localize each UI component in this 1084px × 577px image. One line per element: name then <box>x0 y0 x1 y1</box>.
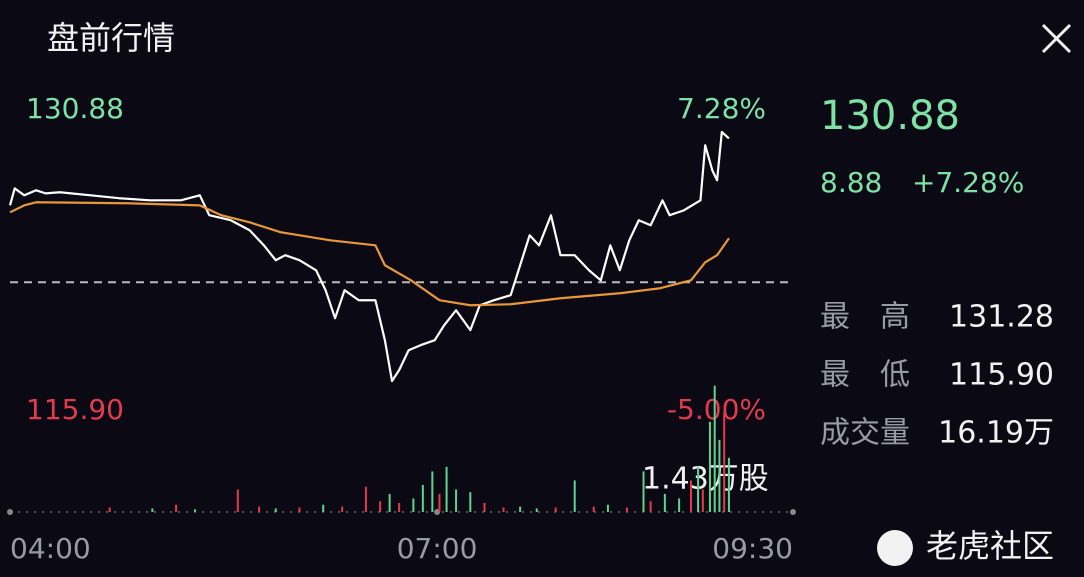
volume-bar <box>274 508 277 512</box>
x-tick <box>7 509 13 515</box>
stat-value: 115.90 <box>949 358 1054 393</box>
volume-bar <box>298 507 301 512</box>
volume-bar <box>388 493 391 512</box>
volume-bar <box>723 412 726 512</box>
volume-bar <box>649 501 652 512</box>
volume-bar <box>236 489 239 512</box>
volume-bar <box>592 506 595 512</box>
volume-bar <box>341 506 344 512</box>
volume-bar <box>445 466 448 512</box>
volume-bar <box>678 498 681 512</box>
volume-bar <box>625 507 628 512</box>
volume-bar <box>573 480 576 512</box>
volume-bar <box>554 507 557 512</box>
stat-value: 16.19万 <box>938 416 1054 451</box>
close-button[interactable] <box>1041 23 1072 54</box>
volume-bar <box>398 502 401 512</box>
top-price-label: 130.88 <box>26 92 124 125</box>
stat-label: 成交量 <box>820 416 910 451</box>
x-tick-label: 09:30 <box>712 532 793 565</box>
watermark-logo <box>877 530 913 566</box>
volume-bar <box>379 501 382 512</box>
volume-bar <box>713 385 716 512</box>
bottom-price-label: 115.90 <box>26 393 124 426</box>
volume-bar <box>502 507 505 512</box>
volume-bar <box>697 466 700 512</box>
volume-bar <box>438 493 441 512</box>
title: 盘前行情 <box>47 19 175 57</box>
stat-label: 最 高 <box>820 300 910 335</box>
volume-bar <box>642 471 645 512</box>
volume-bar <box>606 504 609 512</box>
volume-bar <box>708 421 711 512</box>
x-tick <box>790 509 796 515</box>
stat-label: 最 低 <box>820 358 910 393</box>
volume-bar <box>364 486 367 512</box>
volume-bar <box>689 480 692 512</box>
volume-bar <box>718 439 721 512</box>
stat-value: 131.28 <box>949 300 1054 335</box>
bottom-change-label: -5.00% <box>667 393 766 426</box>
quote-change: 8.88 <box>820 166 882 199</box>
volume-bar <box>258 506 261 512</box>
volume-bar <box>194 509 197 512</box>
volume-bar <box>108 507 111 512</box>
volume-bar <box>469 492 472 512</box>
x-tick-label: 04:00 <box>10 532 91 565</box>
volume-bar <box>663 493 666 512</box>
volume-bar <box>455 489 458 512</box>
top-change-label: 7.28% <box>677 92 766 125</box>
volume-bar <box>421 484 424 512</box>
price-line <box>8 130 730 383</box>
volume-bar <box>412 498 415 512</box>
volume-bar <box>535 508 538 512</box>
volume-bar <box>431 471 434 512</box>
volume-bar <box>322 504 325 512</box>
volume-label: 1.43万股 <box>642 462 769 497</box>
watermark-text: 老虎社区 <box>926 527 1054 565</box>
volume-bar <box>727 457 730 512</box>
volume-bar <box>701 489 704 512</box>
volume-bar <box>151 508 154 512</box>
average-line <box>9 201 730 307</box>
x-tick-label: 07:00 <box>397 532 478 565</box>
watermark: 老虎社区 <box>877 527 1054 566</box>
volume-bar <box>175 504 178 512</box>
quote-change-pct: +7.28% <box>912 166 1024 199</box>
volume-bar <box>519 506 522 512</box>
volume-bar <box>483 502 486 512</box>
quote-price: 130.88 <box>820 93 960 139</box>
